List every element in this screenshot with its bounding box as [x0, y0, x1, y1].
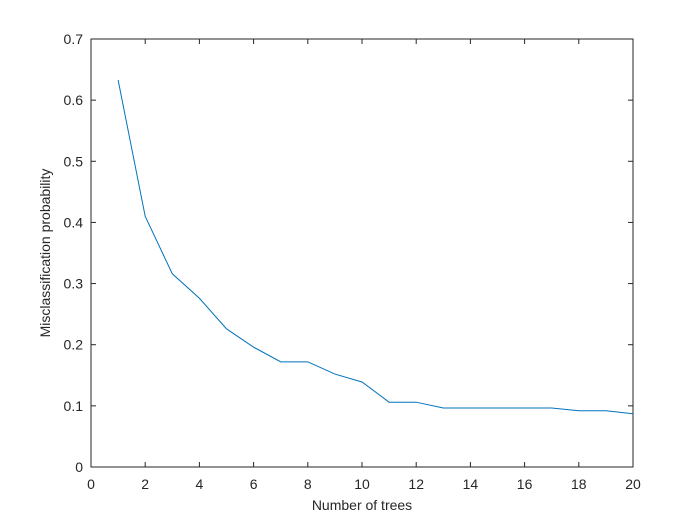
x-tick-label: 16: [517, 476, 533, 492]
y-tick-label: 0.7: [64, 31, 84, 47]
data-line: [117, 79, 634, 415]
x-tick-label: 8: [304, 476, 312, 492]
y-tick-label: 0.4: [64, 214, 84, 230]
y-tick-label: 0.3: [64, 276, 84, 292]
x-tick-label: 6: [250, 476, 258, 492]
y-tick-label: 0.5: [64, 153, 84, 169]
y-tick-label: 0.6: [64, 92, 84, 108]
y-tick-label: 0.1: [64, 398, 84, 414]
x-axis-label: Number of trees: [312, 497, 412, 513]
y-tick-label: 0: [75, 459, 83, 475]
x-tick-label: 18: [571, 476, 587, 492]
x-tick-label: 10: [354, 476, 370, 492]
y-axis-label: Misclassification probability: [37, 169, 53, 338]
y-tick-label: 0.2: [64, 337, 84, 353]
x-tick-label: 4: [196, 476, 204, 492]
x-tick-label: 20: [625, 476, 641, 492]
x-tick-label: 2: [141, 476, 149, 492]
axes-box: [90, 38, 634, 468]
x-tick-label: 12: [408, 476, 424, 492]
x-tick-label: 14: [463, 476, 479, 492]
x-tick-label: 0: [87, 476, 95, 492]
